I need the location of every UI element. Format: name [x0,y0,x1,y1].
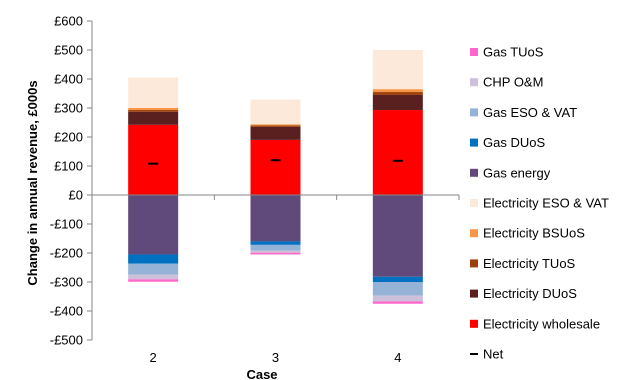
bar-segment-gas-duos [250,241,301,245]
bar-segment-electricity-bsuos [128,108,179,111]
legend-label: Gas energy [483,165,551,180]
x-axis: 2 3 4 [91,194,460,365]
bar-segment-electricity-duos [372,94,423,111]
y-tick-label: -£100 [50,217,83,232]
legend-label: Gas TUoS [483,45,544,60]
legend-swatch-chp-o-m [470,78,478,87]
bar-segment-electricity-tuos [250,125,301,127]
x-tick-label: 4 [394,350,401,365]
y-tick-label: £200 [54,130,83,145]
bar-segment-electricity-duos [128,111,179,125]
bar-segment-gas-duos [128,254,179,264]
bar-segment-electricity-duos [250,126,301,140]
legend-label: Electricity wholesale [483,316,600,331]
legend-swatch-gas-tuos [470,48,478,56]
y-axis: £600 £500 £400 £300 £200 £100 £0 -£100 -£200 -£30… [50,14,93,348]
y-tick-label: £600 [54,14,83,29]
bars [128,50,423,304]
y-tick-label: £300 [54,101,83,116]
bar-segment-chp-o-m [250,250,301,253]
bar-segment-gas-eso-vat [372,282,423,296]
bar-segment-electricity-tuos [128,110,179,112]
legend: Gas TUoS CHP O&M Gas ESO & VAT Gas DUoS Gas … [470,45,609,362]
bar-segment-electricity-eso-vat [372,50,423,90]
legend-label: Electricity ESO & VAT [483,196,609,211]
legend-swatch-gas-duos [470,138,478,147]
legend-label: Electricity DUoS [483,286,577,301]
bar-segment-gas-energy [250,195,301,242]
x-tick-label: 2 [150,350,157,365]
legend-swatch-gas-eso-vat [470,108,478,117]
bar-segment-electricity-eso-vat [250,99,301,125]
y-axis-title: Change in annual revenue, £000s [25,80,40,285]
bar-segment-electricity-wholesale [250,139,301,195]
y-tick-label: £100 [54,159,83,174]
legend-swatch-electricity-wholesale [470,319,478,328]
legend-label: Gas DUoS [483,135,545,150]
legend-swatch-electricity-duos [470,289,478,298]
legend-label: Electricity BSUoS [483,226,585,241]
legend-swatch-electricity-tuos [470,259,478,268]
legend-label: Gas ESO & VAT [483,105,577,120]
y-tick-label: -£500 [50,333,83,348]
legend-label: Electricity TUoS [483,256,576,271]
bar-segment-gas-energy [128,195,179,255]
legend-label: Net [483,347,504,362]
bar-segment-electricity-tuos [372,92,423,95]
x-tick-label: 3 [272,350,279,365]
y-tick-label: -£400 [50,304,83,319]
bar-segment-electricity-bsuos [250,124,301,126]
bar-segment-electricity-wholesale [372,110,423,195]
legend-swatch-gas-energy [470,168,478,177]
legend-swatch-electricity-eso-vat [470,199,478,207]
bar-segment-electricity-wholesale [128,124,179,195]
net-markers [148,159,403,165]
bar-segment-gas-eso-vat [128,263,179,275]
bar-segment-gas-tuos [250,252,301,255]
legend-swatch-electricity-bsuos [470,229,478,238]
bar-segment-gas-tuos [128,279,179,282]
y-tick-label: £500 [54,43,83,58]
y-tick-label: -£200 [50,246,83,261]
bar-segment-electricity-bsuos [372,89,423,93]
bar-segment-gas-energy [372,195,423,277]
bar-segment-gas-tuos [372,301,423,304]
bar-segment-chp-o-m [128,274,179,280]
bar-segment-electricity-eso-vat [128,77,179,108]
legend-label: CHP O&M [483,75,543,90]
bar-segment-gas-duos [372,276,423,282]
y-tick-label: -£300 [50,275,83,290]
x-axis-title: Case [246,367,277,380]
y-tick-label: £400 [54,72,83,87]
bar-segment-gas-eso-vat [250,244,301,251]
bar-segment-chp-o-m [372,295,423,302]
y-tick-label: £0 [69,188,83,203]
